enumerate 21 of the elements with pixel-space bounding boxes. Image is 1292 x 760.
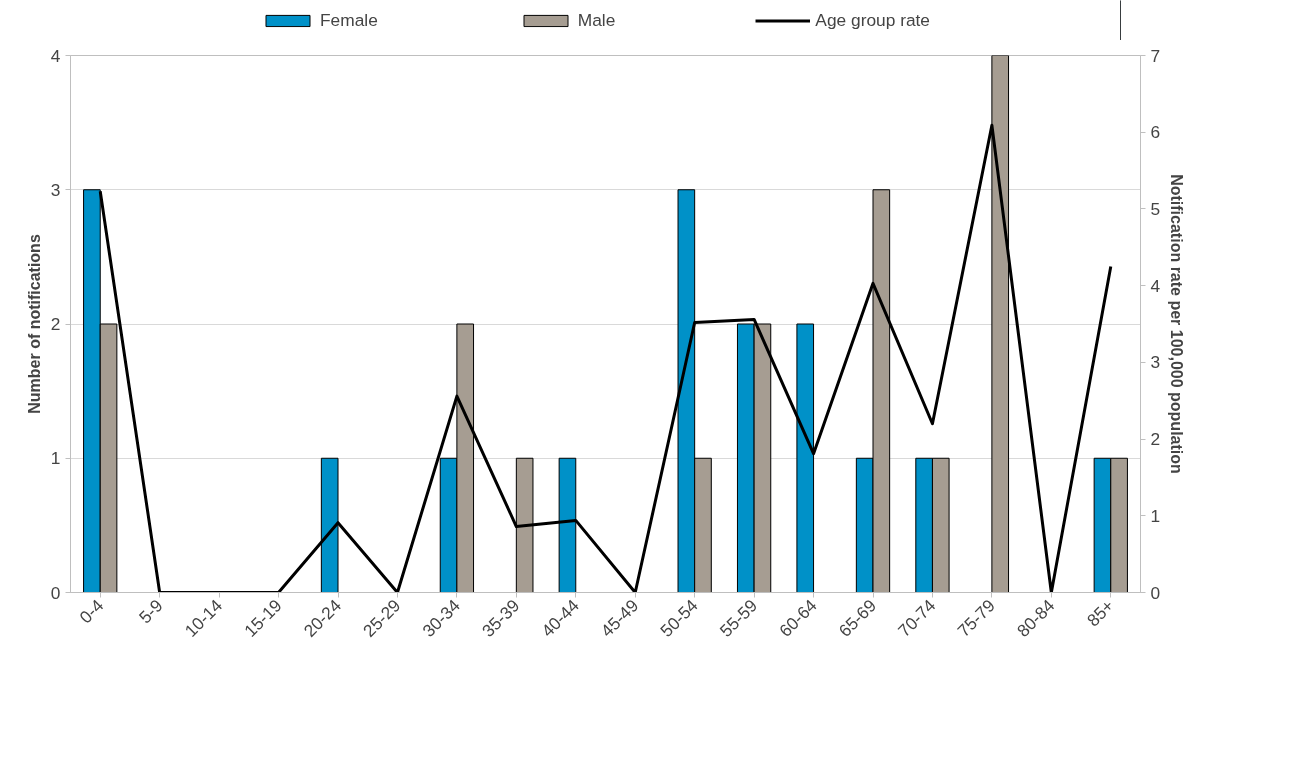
y2-tick-label: 0 <box>1150 582 1161 603</box>
x-tick-label: 0-4 <box>75 595 108 628</box>
y2-tick-label: 3 <box>1150 352 1161 373</box>
y2-tick-label: 1 <box>1150 505 1161 526</box>
y2-tick-label: 4 <box>1150 275 1161 296</box>
y-tick-label: 0 <box>50 582 61 603</box>
y-tick-label: 4 <box>50 45 61 66</box>
y-tick-label: 1 <box>50 448 61 469</box>
legend-label: Female <box>320 9 378 31</box>
y2-tick-label: 6 <box>1150 122 1161 143</box>
legend-label: Male <box>577 9 616 31</box>
y2-tick-label: 5 <box>1150 198 1161 219</box>
y2-tick-label: 7 <box>1150 45 1161 66</box>
y2-tick-label: 2 <box>1150 429 1161 450</box>
y-tick-label: 3 <box>50 179 61 200</box>
legend-label: Age group rate <box>815 9 930 31</box>
y2-axis-title: Notification rate per 100,000 population <box>1168 174 1186 474</box>
y-tick-label: 2 <box>50 314 61 334</box>
y-axis-title: Number of notifications <box>25 234 43 414</box>
x-tick-label: 85+ <box>1082 595 1118 631</box>
x-tick-label: 5-9 <box>134 595 167 628</box>
